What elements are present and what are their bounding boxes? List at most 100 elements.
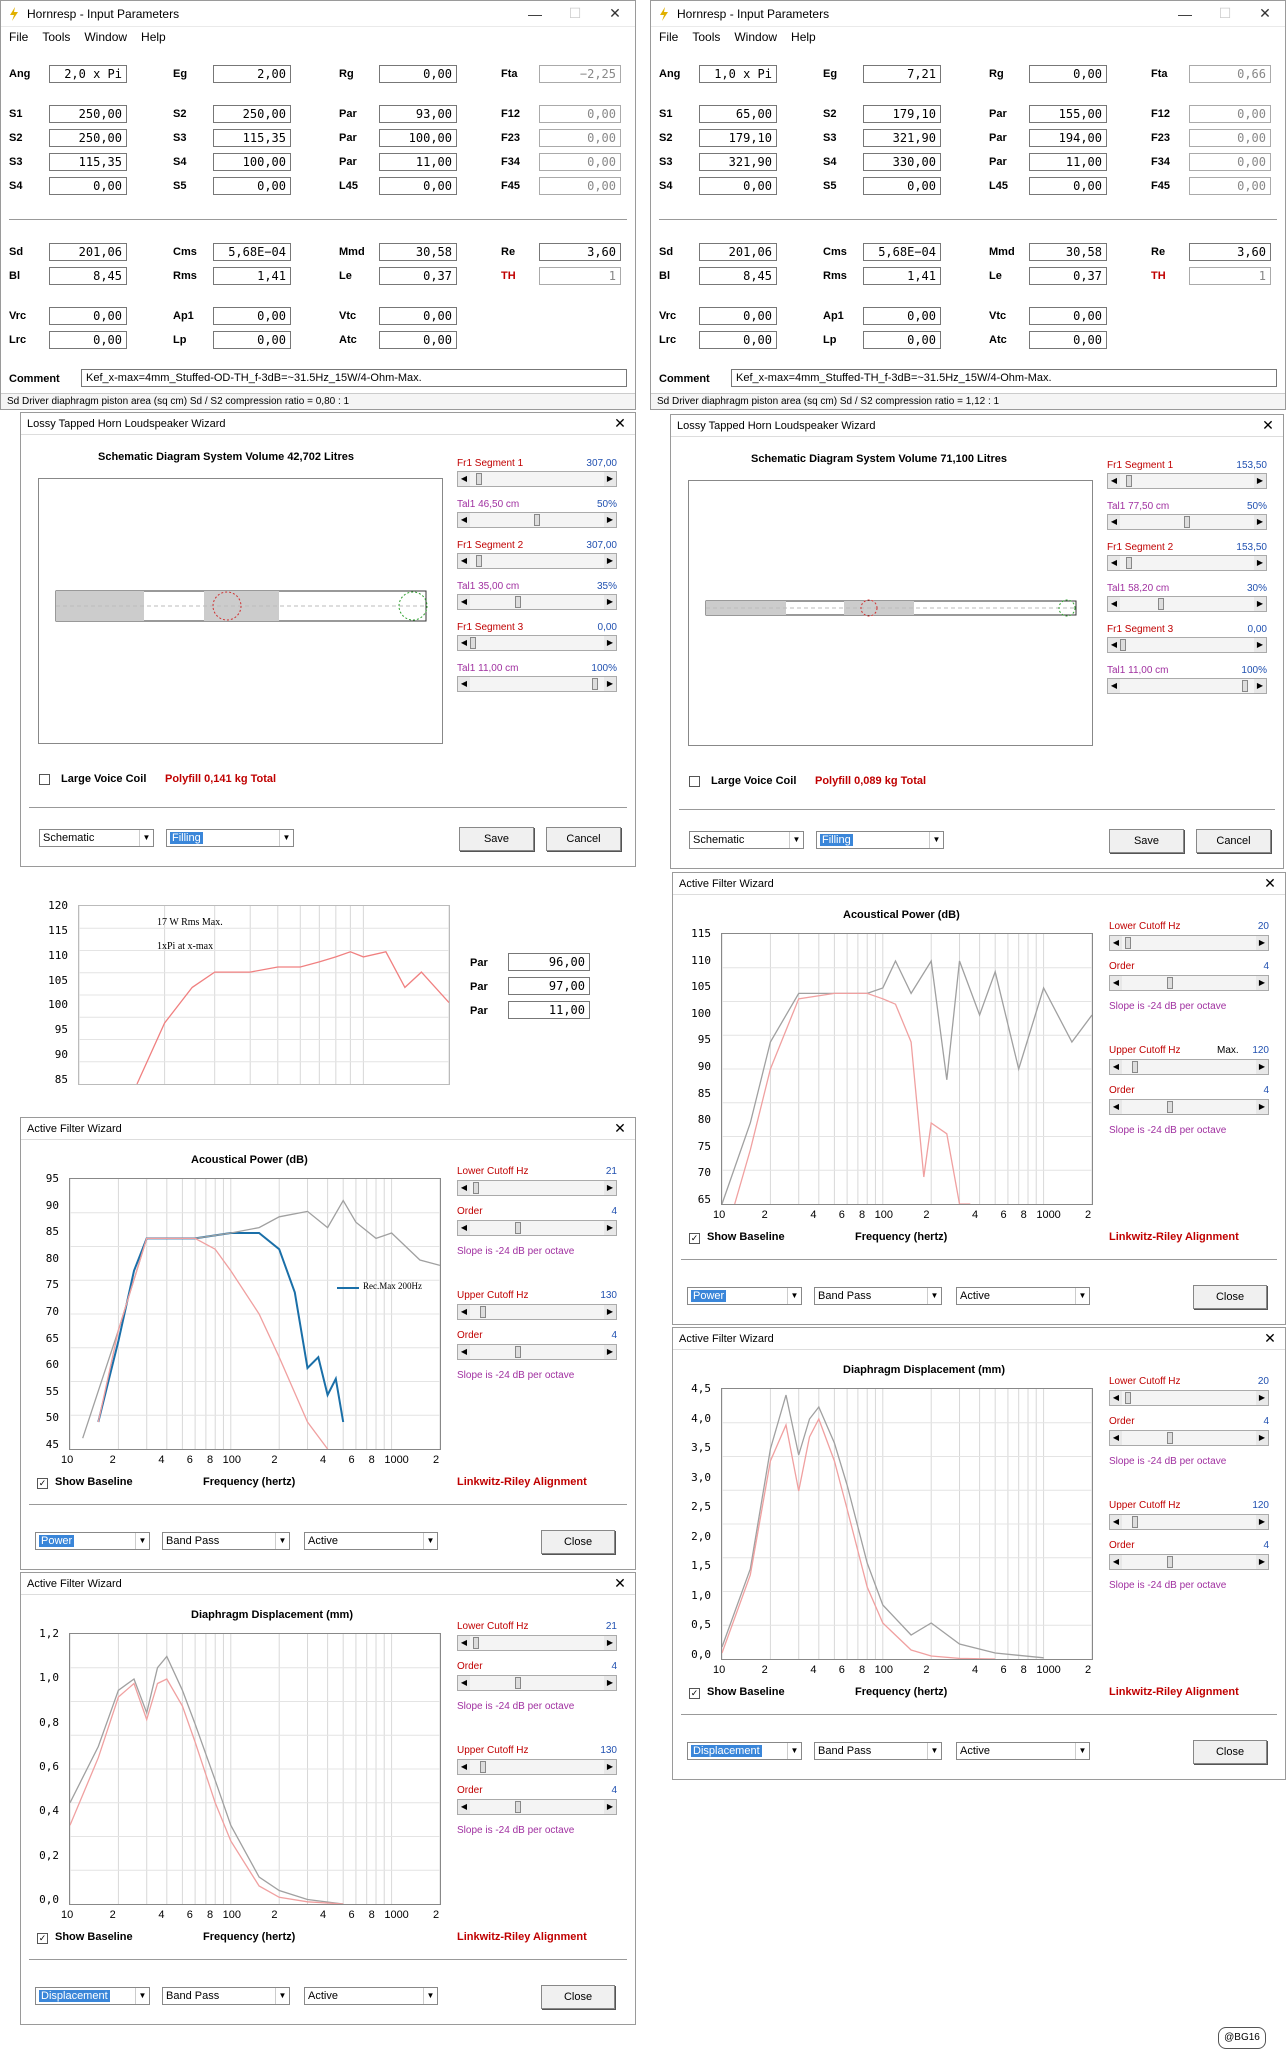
param-field-s2[interactable]: 250,00 (49, 129, 127, 147)
param-field-ang[interactable]: 1,0 x Pi (699, 65, 777, 83)
menu-help[interactable]: Help (791, 30, 816, 44)
arrow-left-icon[interactable]: ◀ (1110, 1431, 1122, 1445)
slider-thumb[interactable] (480, 1761, 487, 1773)
slider-thumb[interactable] (514, 1222, 521, 1234)
segment-slider[interactable]: ◀ ▶ (1107, 473, 1267, 489)
param-field-par[interactable]: 11,00 (1029, 153, 1107, 171)
slider-thumb[interactable] (514, 596, 521, 608)
segment-slider[interactable]: ◀ ▶ (1107, 514, 1267, 530)
upper-cutoff-slider[interactable]: ◀ ▶ (1109, 1514, 1269, 1530)
close-button[interactable]: ✕ (1259, 5, 1271, 21)
param-field-par[interactable]: 155,00 (1029, 105, 1107, 123)
arrow-left-icon[interactable]: ◀ (458, 513, 470, 527)
upper-cutoff-slider[interactable]: ◀ ▶ (1109, 1059, 1269, 1075)
arrow-left-icon[interactable]: ◀ (458, 1221, 470, 1235)
filter-mode-select[interactable]: Active ▼ (304, 1532, 438, 1550)
arrow-right-icon[interactable]: ▶ (604, 472, 616, 486)
arrow-left-icon[interactable]: ◀ (458, 677, 470, 691)
slider-thumb[interactable] (591, 678, 598, 690)
menu-file[interactable]: File (9, 30, 29, 44)
close-button[interactable]: ✕ (609, 5, 621, 21)
param-field-cms[interactable]: 5,68E−04 (213, 243, 291, 261)
filter-type-select[interactable]: Band Pass ▼ (814, 1742, 942, 1760)
show-baseline-checkbox[interactable]: ✓ (689, 1233, 700, 1244)
param-field-atc[interactable]: 0,00 (1029, 331, 1107, 349)
arrow-left-icon[interactable]: ◀ (458, 1345, 470, 1359)
param-field-s5[interactable]: 0,00 (863, 177, 941, 195)
lower-cutoff-slider[interactable]: ◀ ▶ (457, 1180, 617, 1196)
order-slider[interactable]: ◀ ▶ (1109, 1554, 1269, 1570)
menu-file[interactable]: File (659, 30, 679, 44)
param-field-s4[interactable]: 0,00 (699, 177, 777, 195)
arrow-right-icon[interactable]: ▶ (1254, 638, 1266, 652)
arrow-right-icon[interactable]: ▶ (604, 1800, 616, 1814)
segment-slider[interactable]: ◀ ▶ (457, 553, 617, 569)
slider-thumb[interactable] (1166, 1556, 1173, 1568)
slider-thumb[interactable] (1124, 937, 1131, 949)
param-field-s1[interactable]: 65,00 (699, 105, 777, 123)
param-field-le[interactable]: 0,37 (379, 267, 457, 285)
slider-thumb[interactable] (514, 1801, 521, 1813)
arrow-right-icon[interactable]: ▶ (604, 1760, 616, 1774)
filter-type-select[interactable]: Band Pass ▼ (814, 1287, 942, 1305)
arrow-left-icon[interactable]: ◀ (458, 472, 470, 486)
order-slider[interactable]: ◀ ▶ (1109, 1430, 1269, 1446)
arrow-right-icon[interactable]: ▶ (1256, 936, 1268, 950)
param-field-par[interactable]: 93,00 (379, 105, 457, 123)
param-field-s2[interactable]: 179,10 (863, 105, 941, 123)
maximize-button[interactable]: ☐ (1218, 5, 1232, 21)
param-field-atc[interactable]: 0,00 (379, 331, 457, 349)
param-field-bl[interactable]: 8,45 (699, 267, 777, 285)
show-baseline-checkbox[interactable]: ✓ (37, 1933, 48, 1944)
maximize-button[interactable]: ☐ (568, 5, 582, 21)
slider-thumb[interactable] (1241, 680, 1248, 692)
param-field-mmd[interactable]: 30,58 (379, 243, 457, 261)
large-voice-coil-checkbox[interactable] (39, 774, 50, 785)
arrow-right-icon[interactable]: ▶ (1256, 1431, 1268, 1445)
param-field-s3[interactable]: 115,35 (213, 129, 291, 147)
close-icon[interactable]: ✕ (1264, 875, 1276, 891)
arrow-left-icon[interactable]: ◀ (458, 595, 470, 609)
show-baseline-checkbox[interactable]: ✓ (37, 1478, 48, 1489)
segment-slider[interactable]: ◀ ▶ (457, 471, 617, 487)
param-field-cms[interactable]: 5,68E−04 (863, 243, 941, 261)
param-field-par[interactable]: 11,00 (379, 153, 457, 171)
arrow-left-icon[interactable]: ◀ (1108, 597, 1120, 611)
view-select[interactable]: Schematic ▼ (39, 829, 154, 847)
menu-tools[interactable]: Tools (692, 30, 721, 44)
arrow-right-icon[interactable]: ▶ (1256, 1391, 1268, 1405)
upper-cutoff-slider[interactable]: ◀ ▶ (457, 1759, 617, 1775)
param-field-mmd[interactable]: 30,58 (1029, 243, 1107, 261)
param-field-s3[interactable]: 321,90 (863, 129, 941, 147)
menu-help[interactable]: Help (141, 30, 166, 44)
arrow-right-icon[interactable]: ▶ (604, 1305, 616, 1319)
lower-cutoff-slider[interactable]: ◀ ▶ (1109, 935, 1269, 951)
large-voice-coil-checkbox[interactable] (689, 776, 700, 787)
param-field-s2[interactable]: 179,10 (699, 129, 777, 147)
param-field-ang[interactable]: 2,0 x Pi (49, 65, 127, 83)
order-slider[interactable]: ◀ ▶ (457, 1220, 617, 1236)
filter-mode-select[interactable]: Active ▼ (956, 1287, 1090, 1305)
slider-thumb[interactable] (514, 1677, 521, 1689)
response-select[interactable]: Displacement ▼ (35, 1987, 150, 2005)
close-icon[interactable]: ✕ (614, 1120, 626, 1136)
arrow-left-icon[interactable]: ◀ (1110, 1555, 1122, 1569)
response-select[interactable]: Displacement ▼ (687, 1742, 802, 1760)
param-field-s4[interactable]: 330,00 (863, 153, 941, 171)
param-field-lp[interactable]: 0,00 (213, 331, 291, 349)
par-field-1[interactable]: 96,00 (508, 953, 590, 971)
arrow-left-icon[interactable]: ◀ (1108, 638, 1120, 652)
slider-thumb[interactable] (476, 473, 483, 485)
param-field-rms[interactable]: 1,41 (213, 267, 291, 285)
arrow-right-icon[interactable]: ▶ (604, 1636, 616, 1650)
arrow-right-icon[interactable]: ▶ (604, 595, 616, 609)
arrow-left-icon[interactable]: ◀ (1108, 515, 1120, 529)
param-field-s1[interactable]: 250,00 (49, 105, 127, 123)
cancel-button[interactable]: Cancel (1196, 829, 1271, 853)
arrow-right-icon[interactable]: ▶ (604, 1676, 616, 1690)
param-field-eg[interactable]: 7,21 (863, 65, 941, 83)
menu-tools[interactable]: Tools (42, 30, 71, 44)
close-button[interactable]: Close (1193, 1285, 1267, 1309)
minimize-button[interactable]: — (528, 5, 542, 22)
view-select[interactable]: Schematic ▼ (689, 831, 804, 849)
